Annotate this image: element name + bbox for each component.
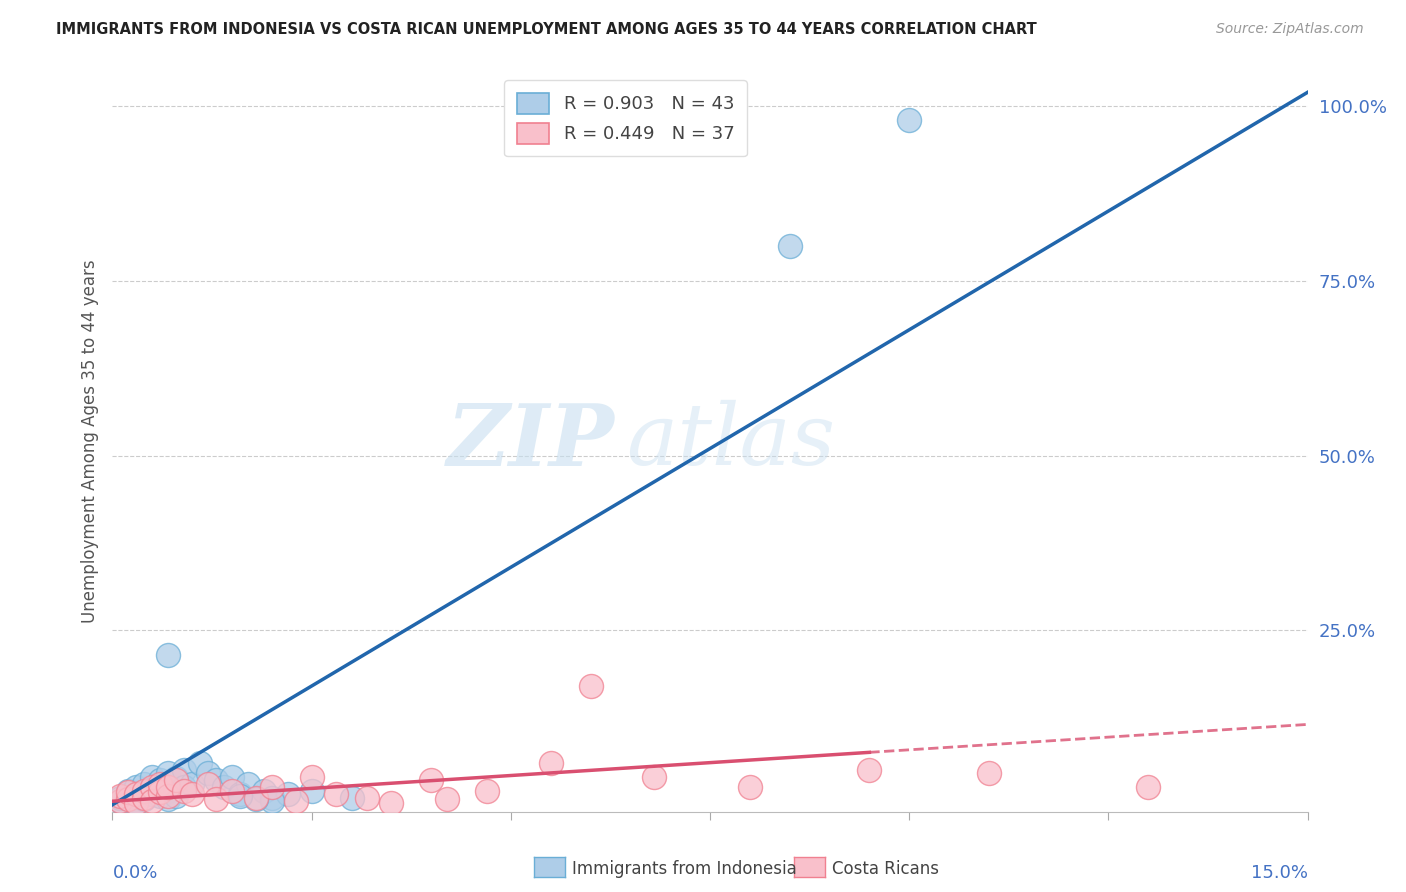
- Point: [340, 790, 363, 805]
- Point: [157, 784, 180, 798]
- Text: atlas: atlas: [627, 401, 835, 483]
- Point: [236, 777, 259, 791]
- Point: [181, 777, 204, 791]
- Point: [301, 784, 323, 798]
- Point: [181, 787, 204, 801]
- Point: [134, 777, 156, 791]
- Point: [205, 773, 228, 788]
- Point: [420, 773, 443, 788]
- Point: [205, 792, 228, 806]
- Point: [125, 796, 148, 810]
- Text: 15.0%: 15.0%: [1250, 863, 1308, 881]
- Point: [245, 792, 267, 806]
- Point: [245, 790, 267, 805]
- Point: [221, 784, 243, 798]
- Point: [149, 789, 172, 804]
- Point: [260, 780, 283, 795]
- Point: [229, 789, 252, 804]
- Point: [141, 782, 163, 797]
- Point: [301, 770, 323, 784]
- Point: [134, 790, 156, 805]
- Point: [157, 789, 180, 804]
- Point: [125, 793, 148, 807]
- Point: [157, 780, 180, 795]
- Point: [157, 648, 180, 662]
- Point: [277, 787, 299, 801]
- Point: [117, 792, 139, 806]
- Point: [157, 766, 180, 780]
- Point: [165, 773, 187, 788]
- Point: [212, 780, 235, 795]
- Legend: R = 0.903   N = 43, R = 0.449   N = 37: R = 0.903 N = 43, R = 0.449 N = 37: [503, 80, 747, 156]
- Point: [540, 756, 562, 770]
- Point: [1137, 780, 1160, 795]
- Point: [229, 787, 252, 801]
- Point: [173, 780, 195, 795]
- Point: [117, 787, 139, 801]
- Point: [173, 763, 195, 777]
- Point: [134, 785, 156, 799]
- Point: [134, 784, 156, 798]
- Point: [260, 794, 283, 808]
- Point: [188, 756, 211, 770]
- Point: [380, 796, 402, 810]
- Point: [197, 766, 219, 780]
- Text: IMMIGRANTS FROM INDONESIA VS COSTA RICAN UNEMPLOYMENT AMONG AGES 35 TO 44 YEARS : IMMIGRANTS FROM INDONESIA VS COSTA RICAN…: [56, 22, 1038, 37]
- Point: [141, 794, 163, 808]
- Text: 0.0%: 0.0%: [112, 863, 157, 881]
- Point: [110, 789, 132, 804]
- Point: [165, 771, 187, 785]
- Point: [134, 792, 156, 806]
- Point: [898, 113, 921, 128]
- Point: [173, 784, 195, 798]
- Point: [117, 785, 139, 799]
- Point: [141, 787, 163, 801]
- Point: [125, 796, 148, 810]
- Point: [141, 780, 163, 795]
- Text: ZIP: ZIP: [447, 400, 614, 483]
- Point: [110, 790, 132, 805]
- Point: [110, 794, 132, 808]
- Text: Costa Ricans: Costa Ricans: [832, 860, 939, 878]
- Point: [117, 792, 139, 806]
- Point: [356, 790, 378, 805]
- Point: [977, 766, 1000, 780]
- Text: Immigrants from Indonesia: Immigrants from Indonesia: [572, 860, 797, 878]
- Point: [141, 770, 163, 784]
- Point: [149, 773, 172, 788]
- Point: [110, 794, 132, 808]
- Point: [643, 770, 665, 784]
- Point: [149, 777, 172, 791]
- Point: [165, 789, 187, 804]
- Text: Source: ZipAtlas.com: Source: ZipAtlas.com: [1216, 22, 1364, 37]
- Point: [125, 789, 148, 804]
- Point: [157, 792, 180, 806]
- Point: [738, 780, 761, 795]
- Point: [117, 784, 139, 798]
- Point: [197, 777, 219, 791]
- Point: [221, 770, 243, 784]
- Point: [253, 784, 276, 798]
- Point: [579, 679, 602, 693]
- Point: [260, 790, 283, 805]
- Point: [284, 794, 307, 808]
- Point: [149, 785, 172, 799]
- Point: [475, 784, 498, 798]
- Point: [779, 239, 801, 253]
- Y-axis label: Unemployment Among Ages 35 to 44 years: Unemployment Among Ages 35 to 44 years: [80, 260, 98, 624]
- Point: [858, 763, 880, 777]
- Point: [325, 787, 347, 801]
- Point: [125, 780, 148, 795]
- Point: [125, 787, 148, 801]
- Point: [436, 792, 458, 806]
